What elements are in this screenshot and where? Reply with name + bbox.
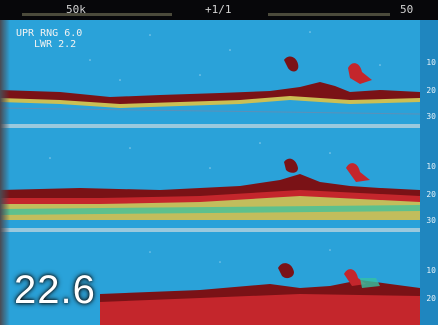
depth-scale: 10 20 30 10 20 30 10 20 bbox=[420, 20, 438, 325]
depth-scale-tick: 20 bbox=[426, 86, 436, 95]
sonar-echo-graphic-bottom bbox=[100, 249, 420, 325]
sonar-echo-graphic-middle bbox=[0, 142, 420, 220]
range-readout: UPR RNG 6.0 LWR 2.2 bbox=[16, 28, 82, 50]
lower-range-value: 2.2 bbox=[58, 39, 77, 50]
depth-scale-tick: 10 bbox=[426, 266, 436, 275]
screen-bezel-left bbox=[0, 20, 10, 325]
sonar-echo-graphic-zoom bbox=[0, 31, 420, 124]
upper-range-value: 6.0 bbox=[64, 28, 83, 39]
depth-readout: 22.6 bbox=[14, 268, 96, 312]
pane-divider-lower[interactable] bbox=[0, 228, 438, 232]
status-bar: 50k +1/1 50 bbox=[0, 0, 438, 20]
upper-range-label: UPR RNG bbox=[16, 28, 59, 39]
range-label: 50 bbox=[400, 3, 414, 16]
history-scroll-bar[interactable] bbox=[22, 13, 172, 16]
history-scroll-bar-right[interactable] bbox=[268, 13, 390, 16]
depth-scale-tick: 20 bbox=[426, 294, 436, 303]
sonar-pane-zoom[interactable] bbox=[0, 20, 420, 124]
pane-divider[interactable] bbox=[0, 124, 438, 128]
depth-scale-tick: 30 bbox=[426, 112, 436, 121]
sonar-pane-middle[interactable] bbox=[0, 128, 420, 228]
lower-range-label: LWR bbox=[34, 39, 53, 50]
page-indicator: +1/1 bbox=[205, 3, 232, 16]
depth-scale-tick: 10 bbox=[426, 162, 436, 171]
depth-scale-tick: 20 bbox=[426, 190, 436, 199]
sonar-pane-bottom[interactable] bbox=[0, 232, 420, 325]
frequency-label: 50k bbox=[66, 3, 86, 16]
depth-scale-tick: 30 bbox=[426, 216, 436, 225]
depth-scale-tick: 10 bbox=[426, 58, 436, 67]
